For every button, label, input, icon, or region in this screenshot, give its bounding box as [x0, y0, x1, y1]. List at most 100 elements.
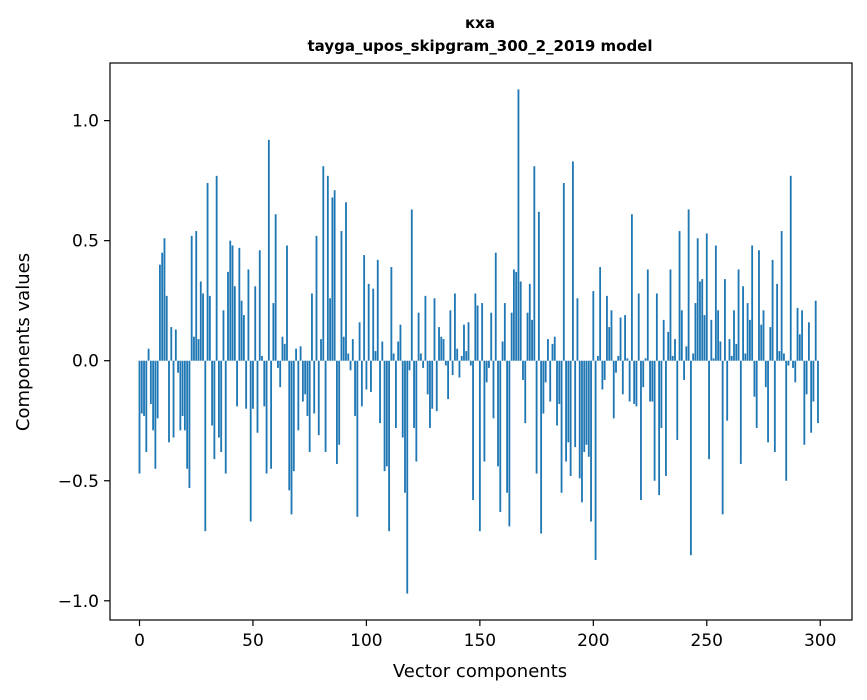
bar — [724, 279, 726, 361]
bar — [649, 360, 651, 402]
bar — [533, 166, 536, 361]
bar — [208, 295, 211, 361]
bar — [367, 283, 370, 361]
bar — [753, 360, 756, 397]
x-tick-label: 200 — [577, 631, 609, 651]
bar — [733, 310, 735, 361]
bar — [218, 360, 220, 438]
bar — [769, 327, 772, 361]
bar — [308, 360, 311, 452]
bar — [331, 197, 334, 361]
bar — [236, 360, 238, 407]
bar — [644, 358, 647, 361]
bar — [245, 360, 248, 409]
bar — [429, 360, 431, 428]
bar — [467, 322, 470, 361]
bar — [431, 360, 434, 409]
bar — [406, 360, 409, 594]
bar — [540, 360, 543, 534]
bar — [635, 360, 638, 407]
bar — [671, 355, 674, 361]
bar — [742, 286, 744, 361]
bar — [794, 360, 797, 383]
bar — [610, 310, 613, 361]
bar — [147, 348, 150, 361]
bar — [755, 360, 758, 428]
bar — [606, 295, 608, 361]
bar — [247, 269, 250, 361]
bar — [628, 360, 631, 402]
bar — [669, 269, 672, 361]
bar — [149, 360, 152, 404]
bar — [783, 353, 785, 361]
bar — [449, 310, 452, 361]
bar — [195, 231, 198, 361]
bar — [438, 327, 440, 361]
bar — [317, 360, 320, 436]
bar — [252, 360, 254, 409]
bar — [565, 360, 567, 462]
bar — [433, 298, 436, 361]
bar — [224, 360, 227, 474]
bar — [172, 360, 175, 438]
bar — [390, 267, 393, 361]
bar — [145, 360, 148, 452]
bar — [519, 281, 522, 361]
bar — [301, 360, 304, 402]
bar — [703, 315, 706, 361]
bar — [492, 360, 495, 419]
chart-subtitle: tayga_upos_skipgram_300_2_2019 model — [308, 37, 653, 55]
bar — [183, 360, 186, 431]
bar — [395, 360, 397, 428]
bar — [383, 360, 386, 472]
bar — [551, 343, 554, 361]
bar — [360, 360, 363, 407]
bar — [469, 360, 472, 366]
bar — [304, 360, 307, 395]
bar — [556, 360, 558, 426]
bar — [810, 360, 813, 433]
bar — [240, 300, 243, 361]
bar — [739, 360, 742, 464]
bar — [322, 166, 325, 361]
bar — [242, 315, 245, 361]
bar — [590, 360, 592, 522]
bar — [630, 214, 633, 361]
bar — [705, 233, 708, 361]
bar — [599, 267, 602, 361]
bar — [297, 360, 300, 431]
y-tick-label: −1.0 — [58, 592, 99, 612]
bar — [483, 360, 486, 462]
bar — [499, 360, 502, 512]
x-tick-label: 300 — [804, 631, 836, 651]
bar — [261, 355, 263, 361]
bar — [347, 353, 350, 361]
bar — [410, 209, 413, 361]
bar — [746, 303, 749, 361]
bar — [655, 293, 658, 361]
bar — [263, 360, 266, 407]
y-axis-label: Components values — [13, 253, 34, 431]
bar — [676, 360, 679, 440]
bar — [807, 322, 810, 361]
bar — [238, 247, 241, 361]
bar — [603, 360, 606, 380]
bar — [785, 360, 788, 481]
y-tick-label: 0.5 — [72, 232, 99, 252]
bar — [805, 360, 808, 395]
bar — [295, 348, 297, 361]
bar — [658, 360, 661, 496]
bar — [817, 360, 819, 424]
bar — [730, 355, 733, 361]
bar — [481, 303, 484, 361]
bar — [161, 252, 164, 361]
bar — [177, 360, 179, 373]
bar — [542, 360, 545, 414]
bar — [503, 303, 506, 361]
bar — [345, 202, 347, 361]
bar — [653, 360, 656, 481]
bar — [685, 346, 688, 361]
bar — [440, 336, 443, 361]
bar — [689, 360, 692, 556]
